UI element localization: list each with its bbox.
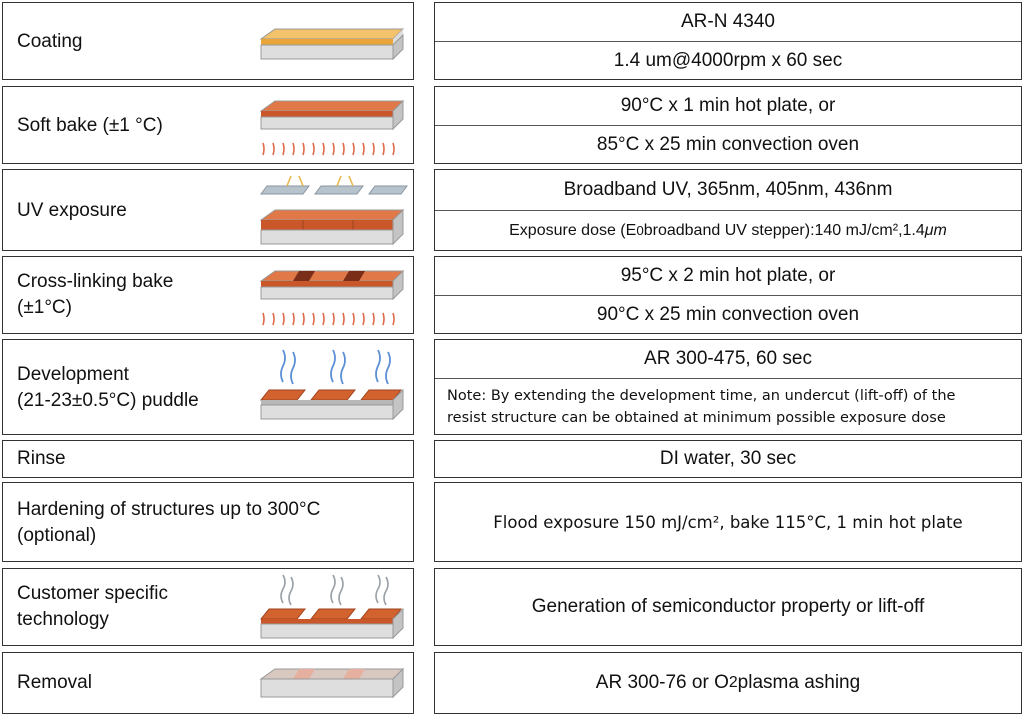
development-note: Note: By extending the development time,… <box>435 378 1021 434</box>
etching-process-icon <box>259 574 404 640</box>
detail-cross-linking-bake: 95°C x 2 min hot plate, or 90°C x 25 min… <box>434 256 1022 334</box>
label-line: Development <box>17 364 129 385</box>
detail-line: 85°C x 25 min convection oven <box>435 125 1021 163</box>
step-uv-exposure: UV exposure <box>2 169 414 251</box>
step-removal: Removal <box>2 652 414 714</box>
step-customer-technology: Customer specific technology <box>2 568 414 646</box>
removal-prefix: AR 300-76 or O <box>595 672 729 693</box>
hot-plate-bake-icon <box>259 99 405 156</box>
detail-line: 95°C x 2 min hot plate, or <box>620 265 836 286</box>
step-cross-linking-bake: Cross-linking bake (±1°C) <box>2 256 414 334</box>
detail-development: AR 300-475, 60 sec Note: By extending th… <box>434 339 1022 435</box>
coated-substrate-icon <box>259 28 405 61</box>
detail-customer-technology: Generation of semiconductor property or … <box>434 568 1022 646</box>
detail-rinse: DI water, 30 sec <box>434 440 1022 478</box>
detail-line: AR-N 4340 <box>681 11 775 32</box>
label-line: technology <box>17 609 109 630</box>
step-label: Customer specific technology <box>17 581 168 633</box>
detail-uv-exposure: Broadband UV, 365nm, 405nm, 436nm Exposu… <box>434 169 1022 251</box>
step-label: Rinse <box>17 448 66 469</box>
step-label: Hardening of structures up to 300°C (opt… <box>17 497 320 549</box>
note-line: Note: By extending the development time,… <box>447 387 956 404</box>
step-label: Cross-linking bake (±1°C) <box>17 269 173 321</box>
label-line: Cross-linking bake <box>17 271 174 292</box>
detail-line: Generation of semiconductor property or … <box>531 596 925 617</box>
step-label: UV exposure <box>17 200 127 221</box>
detail-line: Broadband UV, 365nm, 405nm, 436nm <box>563 179 893 200</box>
dose-unit: μm <box>924 221 947 239</box>
label-line: Customer specific <box>17 583 168 604</box>
note-line: resist structure can be obtained at mini… <box>447 409 946 426</box>
detail-line: 90°C x 25 min convection oven <box>435 295 1021 333</box>
development-puddle-icon <box>259 349 404 421</box>
label-line: Hardening of structures up to 300°C <box>17 499 321 520</box>
step-label: Development (21-23±0.5°C) puddle <box>17 362 199 414</box>
detail-coating: AR-N 4340 1.4 um@4000rpm x 60 sec <box>434 2 1022 80</box>
label-line: (optional) <box>17 525 97 546</box>
detail-soft-bake: 90°C x 1 min hot plate, or 85°C x 25 min… <box>434 86 1022 164</box>
removal-suffix: plasma ashing <box>737 672 861 693</box>
dose-subscript: 0 <box>636 223 644 238</box>
dose-prefix: Exposure dose (E <box>509 221 637 239</box>
step-coating: Coating <box>2 2 414 80</box>
detail-line: 1.4 um@4000rpm x 60 sec <box>435 41 1021 79</box>
step-label: Coating <box>17 31 83 52</box>
detail-line: AR 300-475, 60 sec <box>644 348 812 369</box>
label-line: (21-23±0.5°C) puddle <box>17 390 199 411</box>
step-label: Soft bake (±1 °C) <box>17 115 163 136</box>
stripped-substrate-icon <box>259 667 405 699</box>
detail-line: Flood exposure 150 mJ/cm², bake 115°C, 1… <box>493 512 963 532</box>
step-soft-bake: Soft bake (±1 °C) <box>2 86 414 164</box>
dose-suffix: broadband UV stepper):140 mJ/cm²,1.4 <box>643 221 925 239</box>
step-rinse: Rinse <box>2 440 414 478</box>
step-label: Removal <box>17 672 92 693</box>
detail-hardening: Flood exposure 150 mJ/cm², bake 115°C, 1… <box>434 482 1022 562</box>
detail-line: 90°C x 1 min hot plate, or <box>620 95 836 116</box>
detail-line: DI water, 30 sec <box>659 448 797 469</box>
exposure-dose: Exposure dose (E 0 broadband UV stepper):… <box>435 210 1021 250</box>
removal-subscript: 2 <box>728 674 738 691</box>
step-hardening: Hardening of structures up to 300°C (opt… <box>2 482 414 562</box>
label-line: (±1°C) <box>17 297 72 318</box>
mask-exposure-icon <box>259 175 408 246</box>
step-development: Development (21-23±0.5°C) puddle <box>2 339 414 435</box>
cross-link-bake-icon <box>259 269 405 326</box>
